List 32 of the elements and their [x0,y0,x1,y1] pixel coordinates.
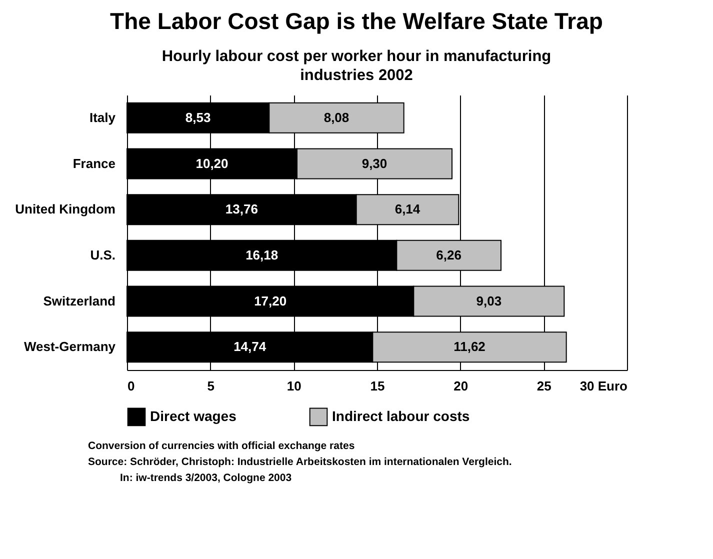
text: In: iw-trends 3/2003, Cologne 2003 [120,471,293,486]
data-label: 11,62 [454,339,486,354]
data-label: 16,18 [246,247,278,262]
x-tick-label: 20 [454,378,468,394]
data-label: 6,14 [394,202,421,217]
data-label: 9,30 [362,156,388,171]
y-tick-label: Switzerland [43,293,116,308]
x-tick-label: 15 [370,378,385,394]
legend-label: Indirect labour costs [332,408,470,424]
data-label: 9,03 [476,293,502,308]
x-tick-label: 30 Euro [580,378,628,394]
legend-label: Direct wages [150,408,237,424]
data-label: 6,26 [436,247,462,262]
y-tick-label: U.S. [90,247,116,262]
chart-subtitle: Hourly labour cost per worker hour in manufacturing industries 2002 [160,47,552,85]
data-label: 8,53 [185,110,211,125]
source-note: Source: Schröder, Christoph: Industrielle Arbeitskosten im internationalen Vergleich. [88,455,513,470]
text: Conversion of currencies with official exchange rates [88,439,356,454]
data-label: 17,20 [254,293,287,308]
data-label: 10,20 [196,156,228,171]
x-tick-label: 0 [128,378,135,394]
data-label: 14,74 [234,339,267,354]
y-tick-label: Italy [89,110,116,125]
x-tick-label: 25 [536,378,552,394]
y-tick-label: United Kingdom [15,202,116,217]
y-tick-label: France [72,156,116,171]
chart-title: The Labor Cost Gap is the Welfare State Trap [109,8,604,35]
data-label: 13,76 [225,202,258,217]
y-tick-label: West-Germany [24,339,116,354]
x-tick-label: 5 [207,378,214,394]
data-label: 8,08 [324,110,350,125]
x-tick-label: 10 [286,378,302,394]
